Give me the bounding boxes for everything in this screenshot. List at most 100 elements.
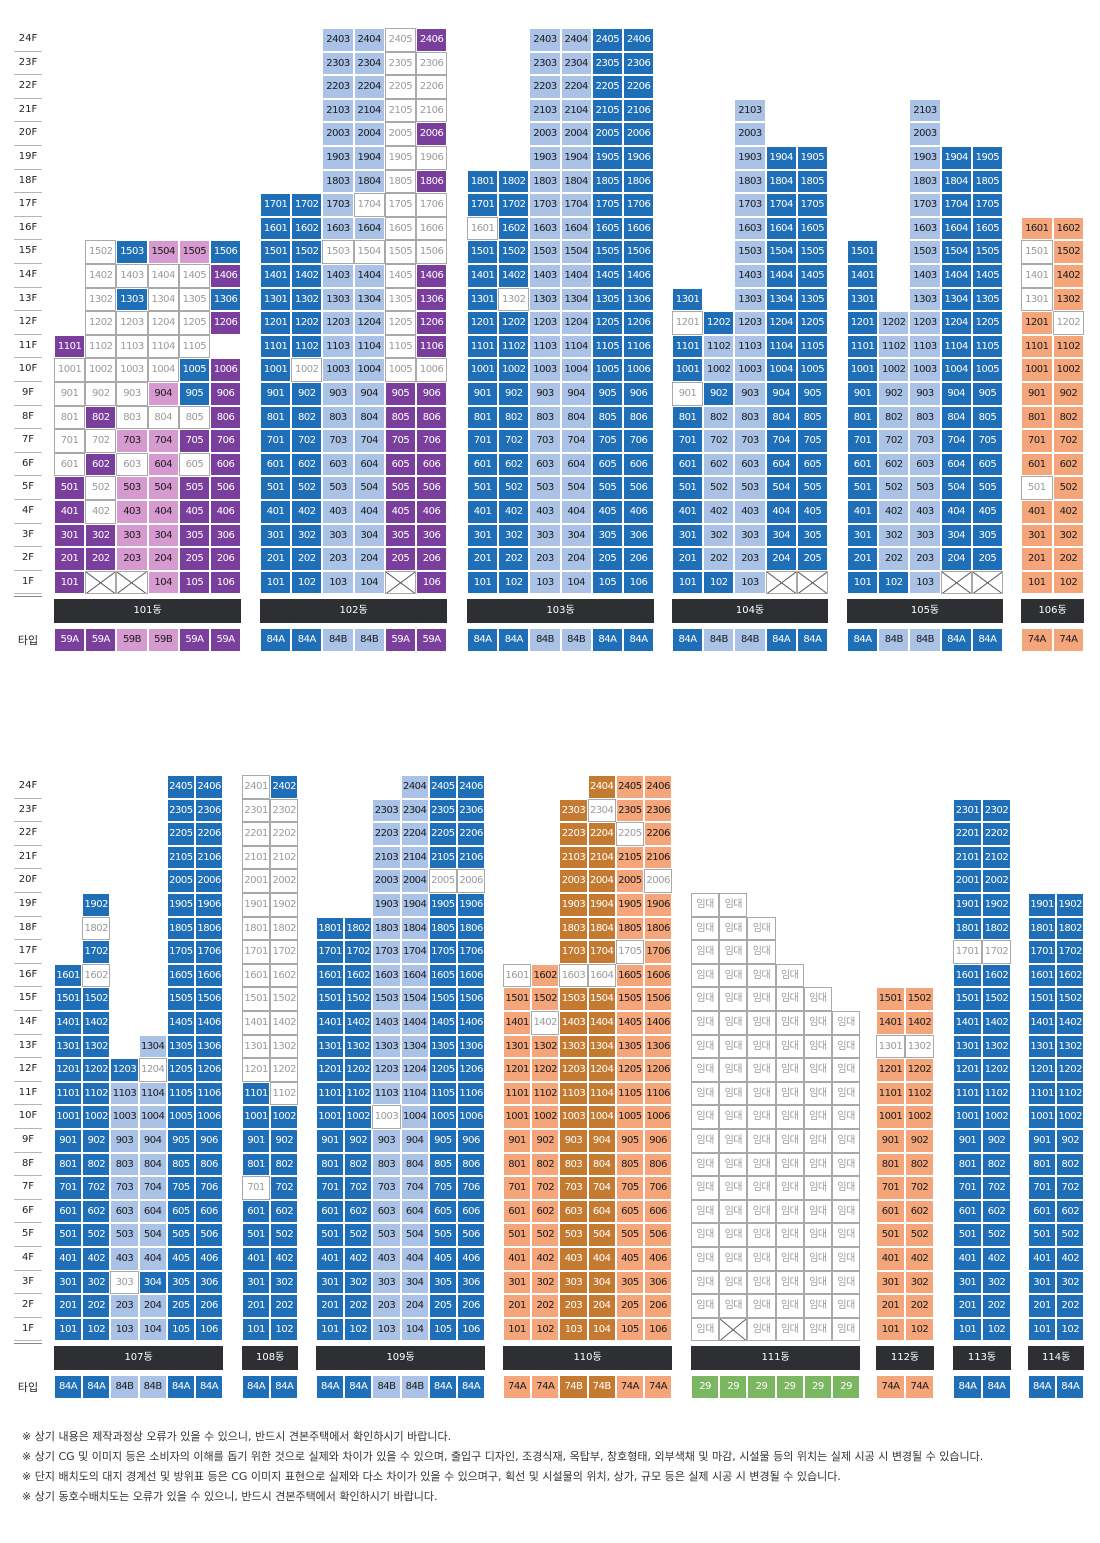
unit-cell[interactable]: 801 — [672, 405, 704, 430]
unit-cell[interactable]: 1505 — [384, 240, 416, 264]
unit-cell[interactable]: 905 — [615, 1129, 644, 1153]
unit-cell[interactable]: 1803 — [909, 169, 941, 194]
unit-cell[interactable]: 2104 — [587, 845, 616, 870]
unit-cell[interactable]: 1303 — [322, 287, 354, 312]
unit-cell[interactable]: 406 — [195, 1247, 224, 1271]
unit-cell[interactable]: 1104 — [353, 334, 385, 359]
unit-cell[interactable]: 501 — [260, 476, 292, 500]
unit-cell[interactable]: 603 — [116, 452, 148, 477]
unit-cell[interactable]: 201 — [467, 547, 499, 571]
unit-cell[interactable]: 801 — [847, 405, 879, 430]
unit-cell[interactable]: 2205 — [166, 822, 195, 846]
unit-cell[interactable]: 1105 — [178, 334, 210, 359]
unit-cell[interactable]: 703 — [110, 1176, 139, 1200]
unit-cell[interactable]: 102 — [531, 1317, 560, 1342]
unit-cell[interactable]: 2306 — [644, 798, 673, 823]
unit-cell[interactable]: 306 — [644, 1270, 673, 1295]
unit-cell[interactable]: 801 — [242, 1152, 271, 1177]
unit-cell[interactable]: 804 — [940, 405, 972, 430]
unit-cell[interactable]: 1202 — [498, 311, 530, 335]
unit-cell[interactable]: 202 — [498, 547, 530, 571]
unit-cell[interactable]: 404 — [765, 500, 797, 524]
unit-cell[interactable]: 2303 — [372, 798, 401, 823]
unit-cell[interactable]: 1602 — [1056, 963, 1085, 988]
unit-cell[interactable]: 1102 — [531, 1081, 560, 1106]
unit-cell[interactable]: 1205 — [796, 311, 828, 335]
unit-cell[interactable]: 1204 — [400, 1058, 429, 1082]
unit-cell[interactable]: 204 — [587, 1294, 616, 1318]
unit-cell[interactable]: 204 — [147, 547, 179, 571]
unit-cell[interactable]: 1004 — [765, 358, 797, 382]
unit-cell[interactable]: 205 — [428, 1294, 457, 1318]
unit-cell[interactable]: 202 — [291, 547, 323, 571]
unit-cell[interactable]: 1301 — [503, 1034, 532, 1059]
unit-cell[interactable]: 803 — [559, 1152, 588, 1177]
unit-cell[interactable]: 2303 — [559, 798, 588, 823]
unit-cell[interactable]: 602 — [82, 1199, 111, 1224]
unit-cell[interactable]: 1905 — [615, 893, 644, 917]
unit-cell[interactable]: 1003 — [116, 358, 148, 382]
unit-cell[interactable]: 702 — [703, 429, 735, 453]
unit-cell[interactable]: 1902 — [982, 893, 1011, 917]
unit-cell[interactable]: 1302 — [82, 1034, 111, 1059]
unit-cell[interactable]: 505 — [591, 476, 623, 500]
unit-cell[interactable]: 임대 — [775, 1223, 804, 1247]
unit-cell[interactable]: 601 — [54, 452, 86, 477]
unit-cell[interactable]: 1304 — [353, 287, 385, 312]
unit-cell[interactable]: 1302 — [344, 1034, 373, 1059]
unit-cell[interactable]: 임대 — [747, 1270, 776, 1295]
unit-cell[interactable]: 402 — [291, 500, 323, 524]
unit-cell[interactable]: 203 — [559, 1294, 588, 1318]
unit-cell[interactable]: 1102 — [905, 1081, 934, 1106]
unit-cell[interactable]: 1103 — [116, 334, 148, 359]
unit-cell[interactable]: 1404 — [353, 264, 385, 288]
unit-cell[interactable]: 1301 — [316, 1034, 345, 1059]
unit-cell[interactable]: 201 — [260, 547, 292, 571]
unit-cell[interactable]: 임대 — [719, 1081, 748, 1106]
unit-cell[interactable]: 임대 — [719, 1152, 748, 1177]
unit-cell[interactable]: 1202 — [531, 1058, 560, 1082]
unit-cell[interactable]: 704 — [765, 429, 797, 453]
unit-cell[interactable]: 301 — [316, 1270, 345, 1295]
unit-cell[interactable]: 2405 — [615, 775, 644, 799]
unit-cell[interactable]: 1602 — [344, 963, 373, 988]
unit-cell[interactable]: 902 — [878, 382, 910, 406]
unit-cell[interactable]: 302 — [1056, 1270, 1085, 1295]
unit-cell[interactable]: 703 — [372, 1176, 401, 1200]
unit-cell[interactable]: 401 — [54, 500, 86, 524]
unit-cell[interactable]: 1206 — [416, 311, 448, 335]
unit-cell[interactable]: 403 — [372, 1247, 401, 1271]
unit-cell[interactable]: 1403 — [322, 264, 354, 288]
unit-cell[interactable]: 1501 — [847, 240, 879, 264]
unit-cell[interactable]: 1805 — [971, 169, 1003, 194]
unit-cell[interactable]: 1202 — [1056, 1058, 1085, 1082]
unit-cell[interactable]: 1804 — [400, 916, 429, 941]
unit-cell[interactable]: 2301 — [953, 798, 982, 823]
unit-cell[interactable]: 1402 — [905, 1011, 934, 1035]
unit-cell[interactable]: 501 — [876, 1223, 905, 1247]
unit-cell[interactable]: 302 — [270, 1270, 299, 1295]
unit-cell[interactable]: 404 — [138, 1247, 167, 1271]
unit-cell[interactable]: 202 — [1056, 1294, 1085, 1318]
unit-cell[interactable]: 1002 — [703, 358, 735, 382]
unit-cell[interactable]: 106 — [623, 570, 655, 595]
unit-cell[interactable]: 502 — [344, 1223, 373, 1247]
unit-cell[interactable]: 605 — [384, 452, 416, 477]
unit-cell[interactable]: 601 — [1028, 1199, 1057, 1224]
unit-cell[interactable]: 1205 — [384, 311, 416, 335]
unit-cell[interactable]: 202 — [85, 547, 117, 571]
unit-cell[interactable]: 2203 — [322, 75, 354, 99]
unit-cell[interactable]: 2103 — [909, 98, 941, 123]
unit-cell[interactable]: 2304 — [400, 798, 429, 823]
unit-cell[interactable]: 1001 — [953, 1105, 982, 1129]
unit-cell[interactable]: 2003 — [909, 122, 941, 146]
unit-cell[interactable]: 1506 — [210, 240, 242, 264]
unit-cell[interactable]: 1202 — [85, 311, 117, 335]
unit-cell[interactable]: 1005 — [615, 1105, 644, 1129]
unit-cell[interactable]: 1804 — [560, 169, 592, 194]
unit-cell[interactable]: 903 — [116, 382, 148, 406]
unit-cell[interactable]: 1904 — [400, 893, 429, 917]
unit-cell[interactable]: 603 — [322, 452, 354, 477]
unit-cell[interactable]: 704 — [940, 429, 972, 453]
unit-cell[interactable]: 1601 — [1028, 963, 1057, 988]
